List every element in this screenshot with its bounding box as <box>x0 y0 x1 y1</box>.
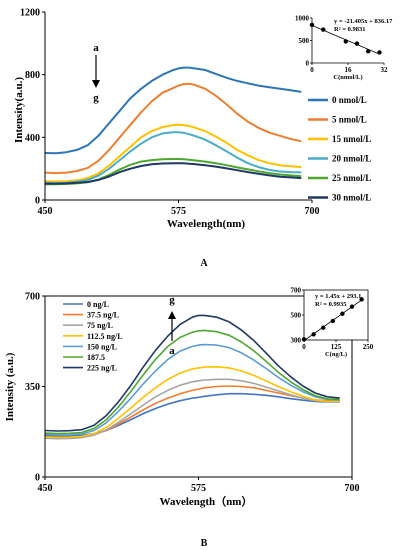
x-tick-label: 700 <box>345 483 360 494</box>
x-tick-label: 575 <box>171 206 186 217</box>
inset-point <box>311 332 316 337</box>
inset-point <box>321 27 326 32</box>
legend-label: 37.5 ng/L <box>87 311 119 320</box>
y-tick-label: 0 <box>35 196 40 207</box>
inset-point <box>321 325 326 330</box>
inset-point <box>377 50 382 55</box>
inset-x-tick-label: 16 <box>345 66 353 74</box>
inset-y-tick-label: 500 <box>299 37 310 45</box>
legend-label: 112.5 ng/L <box>87 332 123 341</box>
panel-a-arrow-top-label: a <box>93 42 99 54</box>
series-line-15-nmol-l <box>44 123 302 183</box>
inset-point <box>359 297 364 302</box>
y-tick-label: 1200 <box>20 8 40 19</box>
panel-b-arrow-head <box>168 311 176 319</box>
series-line-225-ng-l <box>44 314 340 432</box>
panel-b-label: B <box>201 538 208 549</box>
panel-b-axes: 0 350 700 450 575 700 <box>25 292 360 495</box>
legend-label: 5 nmol/L <box>332 115 367 125</box>
legend-label: 20 nmol/L <box>332 154 371 164</box>
inset-y-tick-label: 500 <box>291 312 302 320</box>
inset-y-tick-label: 300 <box>291 337 302 345</box>
series-line-0-nmol-l <box>44 66 302 155</box>
inset-point <box>366 49 371 54</box>
inset-y-tick-label: 700 <box>291 287 302 295</box>
panel-b-y-axis-label: Intensity (a.u.) <box>4 352 16 421</box>
panel-b-arrow-top-label: g <box>169 294 175 306</box>
panel-a-x-axis-label: Wavelength(nm) <box>167 218 246 230</box>
panel-b-inset: 300 500 700 0 125 250 C(ng/L) y = 1.45x + 293.1… <box>291 287 374 359</box>
inset-point <box>343 39 348 44</box>
series-line-187.5 <box>44 329 340 435</box>
series-line-112.5-ng-l <box>44 366 340 439</box>
panel-a-label: A <box>200 258 208 269</box>
legend-label: 25 nmol/L <box>332 173 371 183</box>
inset-point <box>354 41 360 46</box>
series-line-30-nmol-l <box>44 162 302 185</box>
panel-b-chart: 0 350 700 450 575 700 Intensity (a.u.) Wavele… <box>4 287 374 550</box>
inset-point <box>340 311 345 316</box>
y-tick-label: 400 <box>25 133 40 144</box>
legend-label: 15 nmol/L <box>332 134 371 144</box>
x-tick-label: 575 <box>191 483 206 494</box>
series-line-20-nmol-l <box>44 131 302 185</box>
inset-x-tick-label: 250 <box>363 343 374 351</box>
inset-x-tick-label: 0 <box>302 343 306 351</box>
inset-x-tick-label: 125 <box>331 343 342 351</box>
legend-label: 225 ng/L <box>87 364 117 373</box>
panel-b-x-axis-label: Wavelength（nm） <box>160 495 253 508</box>
inset-r-squared: R² = 0.9935 <box>315 301 347 308</box>
inset-x-axis-label: C(ng/L) <box>325 351 347 358</box>
legend-label: 75 ng/L <box>87 321 113 330</box>
legend-label: 0 ng/L <box>87 300 109 309</box>
inset-y-tick-label: 0 <box>306 60 310 68</box>
inset-point <box>309 22 315 28</box>
panel-b-series-group <box>44 314 340 440</box>
inset-equation: y = -21.405x + 836.17 <box>334 18 393 25</box>
inset-point <box>349 304 355 309</box>
series-line-150-ng-l <box>44 343 340 436</box>
inset-frame <box>303 289 369 341</box>
panel-a-y-axis-label: Intensity(a.u.) <box>13 77 25 143</box>
inset-x-axis-label: C(nmol/L) <box>333 74 362 81</box>
x-tick-label: 700 <box>305 206 320 217</box>
legend-label: 150 ng/L <box>87 342 117 351</box>
legend-label: 30 nmol/L <box>332 193 371 203</box>
panel-a-inset: 0 500 1000 0 16 32 C(nmol/L) y = -21.405x + 836… <box>295 15 393 82</box>
inset-equation: y = 1.45x + 293.1 <box>315 293 361 300</box>
panel-b-arrow-bottom-label: a <box>169 345 175 357</box>
inset-point <box>301 337 307 342</box>
legend-label: 187.5 <box>87 353 105 362</box>
y-tick-label: 0 <box>35 473 40 484</box>
panel-a-axes: 0 400 800 1200 450 575 700 <box>20 8 320 218</box>
x-tick-label: 450 <box>38 206 53 217</box>
legend-label: 0 nmol/L <box>332 95 367 105</box>
y-tick-label: 350 <box>25 382 40 393</box>
panel-a-arrow-bottom-label: g <box>93 92 99 104</box>
y-tick-label: 700 <box>25 292 40 303</box>
panel-a-legend: 0 nmol/L 5 nmol/L 15 nmol/L 20 nmol/L 25 nmo… <box>308 95 371 203</box>
series-line-75-ng-l <box>44 378 340 440</box>
y-tick-label: 800 <box>25 70 40 81</box>
inset-x-tick-label: 0 <box>310 66 314 74</box>
inset-point <box>330 318 335 324</box>
panel-a-series-group <box>44 66 302 186</box>
panel-a-chart: 0 400 800 1200 450 575 700 Intensity(a.u.) Wav… <box>13 8 393 270</box>
inset-r-squared: R² = 0.9831 <box>334 26 365 33</box>
series-line-5-nmol-l <box>44 82 302 175</box>
inset-y-tick-label: 1000 <box>295 15 310 23</box>
x-tick-label: 450 <box>38 483 53 494</box>
inset-x-tick-label: 32 <box>381 66 389 74</box>
panel-a-arrow-head <box>92 80 100 88</box>
